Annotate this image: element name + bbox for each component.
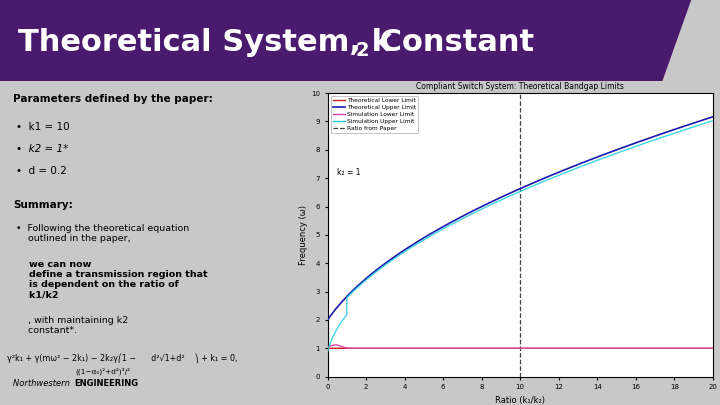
Text: •  k1 = 10: • k1 = 10 [17, 122, 70, 132]
Y-axis label: Frequency (ω): Frequency (ω) [300, 205, 308, 265]
X-axis label: Ratio (k₁/k₂): Ratio (k₁/k₂) [495, 396, 545, 405]
Text: Summary:: Summary: [14, 200, 73, 211]
Text: we can now
    define a transmission region that
    is dependent on the ratio o: we can now define a transmission region … [17, 260, 208, 300]
Title: Compliant Switch System: Theoretical Bandgap Limits: Compliant Switch System: Theoretical Ban… [416, 82, 624, 91]
Text: •  k2 = 1*: • k2 = 1* [17, 144, 69, 154]
Text: Parameters defined by the paper:: Parameters defined by the paper: [14, 94, 213, 104]
Text: Constant: Constant [369, 28, 534, 57]
Text: ((1−α₀)²+d²)³/²: ((1−α₀)²+d²)³/² [76, 367, 130, 375]
Text: Theoretical System, k: Theoretical System, k [18, 28, 392, 57]
Text: ENGINEERING: ENGINEERING [73, 379, 138, 388]
Polygon shape [0, 0, 691, 81]
Text: γ²k₁ + γ(mω² − 2k₁) − 2k₂γ⎛1 −      d²√1+d²    ⎞ + k₁ = 0,: γ²k₁ + γ(mω² − 2k₁) − 2k₂γ⎛1 − d²√1+d² ⎞… [7, 353, 238, 363]
Text: k₂ = 1: k₂ = 1 [337, 168, 361, 177]
Text: 2: 2 [356, 41, 369, 60]
Text: Northwestern: Northwestern [14, 379, 76, 388]
Text: •  Following the theoretical equation
    outlined in the paper,: • Following the theoretical equation out… [17, 224, 190, 243]
Legend: Theoretical Lower Limit, Theoretical Upper Limit, Simulation Lower Limit, Simula: Theoretical Lower Limit, Theoretical Upp… [330, 96, 418, 133]
Text: , with maintaining k2
    constant*.: , with maintaining k2 constant*. [17, 316, 129, 335]
Text: •  d = 0.2: • d = 0.2 [17, 166, 68, 176]
